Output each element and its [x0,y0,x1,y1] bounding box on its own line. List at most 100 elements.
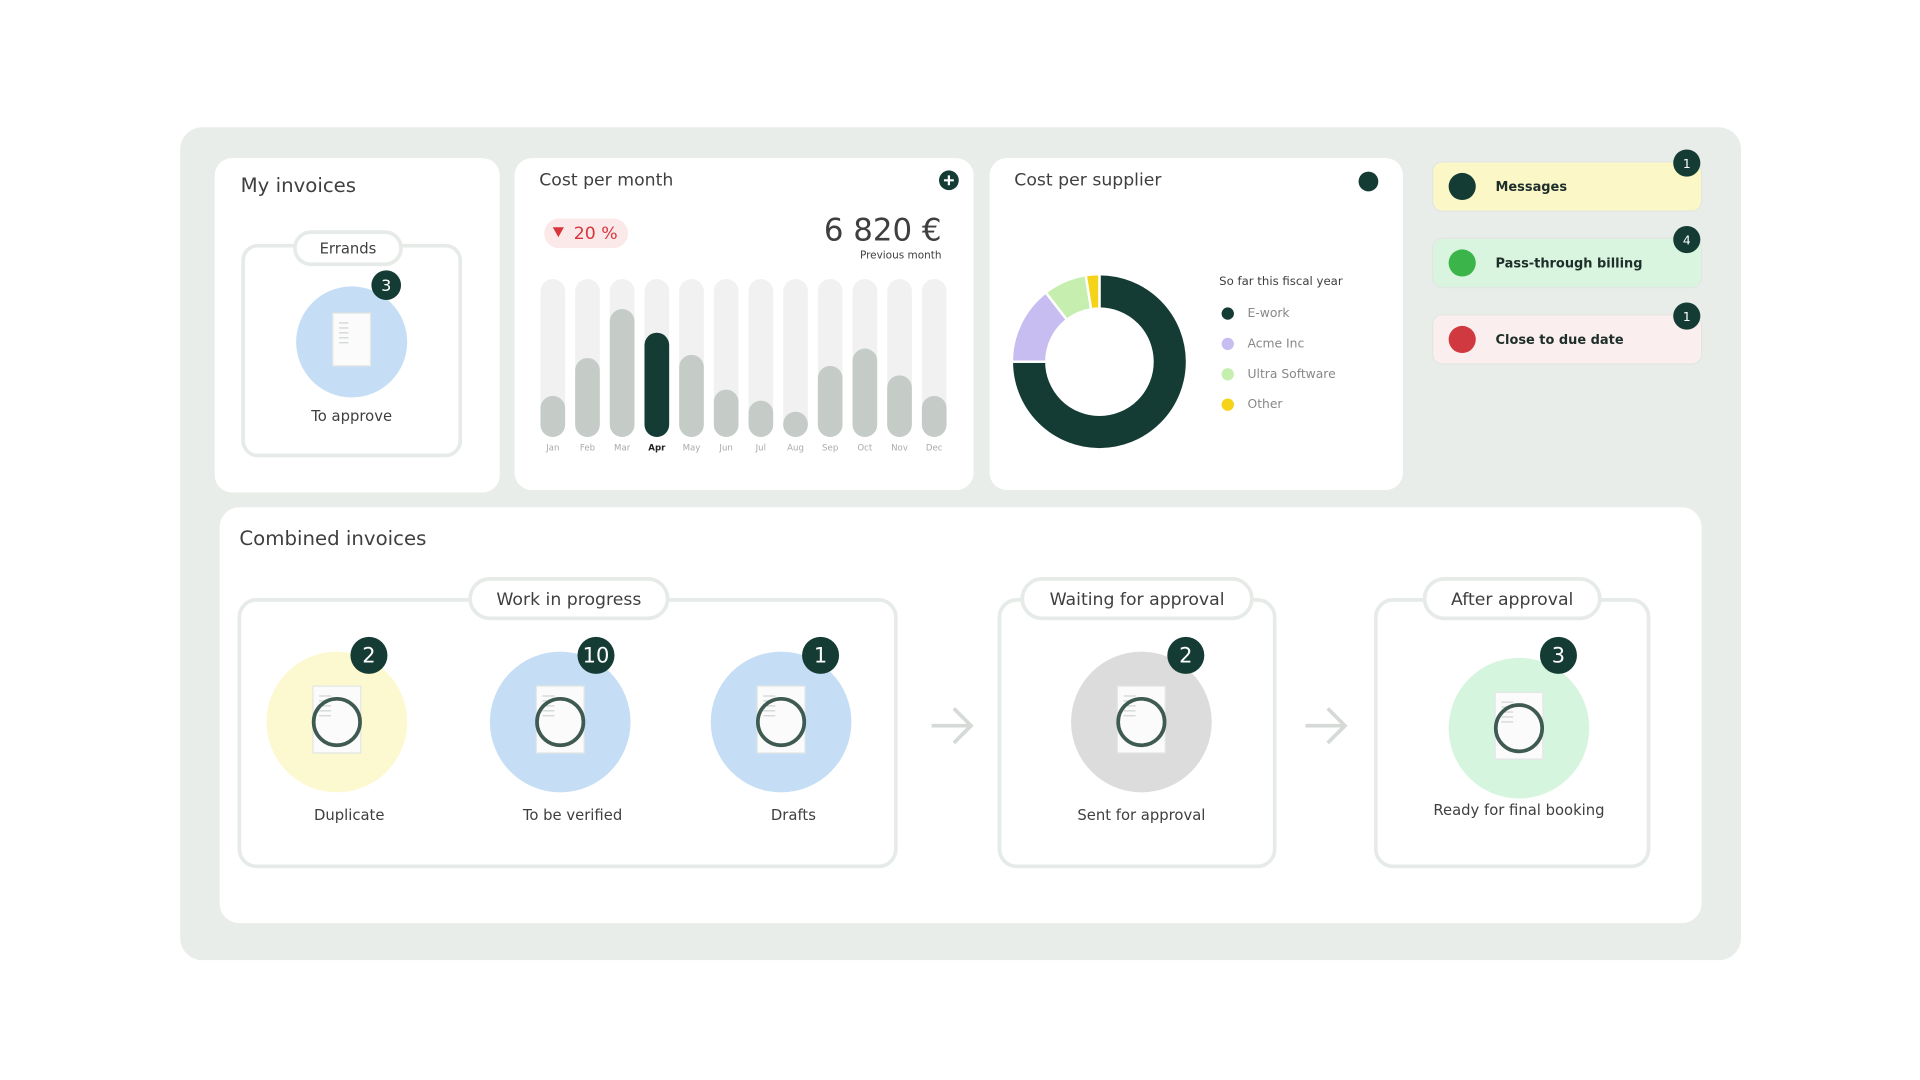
status-label: Drafts [771,807,816,824]
legend-title: So far this fiscal year [1219,274,1343,288]
status-icon [311,696,362,748]
bar [713,389,739,437]
bar [783,411,808,437]
notification-icon [1448,249,1476,277]
notification[interactable]: Messages [1431,161,1703,212]
pill-label: Work in progress [496,590,641,610]
donut-slice [1010,272,1189,451]
bar [540,395,566,437]
menu-button[interactable] [1358,171,1379,192]
status-icon [535,696,586,748]
badge [1673,302,1701,330]
status-label: To approve [310,408,392,425]
notification-label: Close to due date [1496,333,1624,348]
badge [1167,636,1205,674]
x-tick-label: Dec [926,444,943,454]
legend-label: Other [1248,397,1284,411]
pill [1020,577,1254,621]
legend-swatch [1221,307,1234,320]
badge-count: 3 [1552,644,1565,668]
badge-count: 1 [1683,310,1691,324]
notification[interactable]: Pass-through billing [1431,237,1703,289]
badge-count: 1 [814,644,827,668]
card-title: Cost per supplier [1014,170,1162,190]
x-tick-label: Jan [545,444,559,454]
pill-label: Errands [320,240,377,257]
badge-count: 10 [583,644,610,668]
card-title: Combined invoices [239,527,426,550]
bar-track [921,279,947,437]
badge [350,636,388,674]
bar [817,365,843,437]
x-tick-label: Sep [822,444,838,454]
bar-track [748,279,774,437]
notification-icon [1448,325,1476,354]
x-tick-label: May [683,444,701,454]
legend-label: Acme Inc [1248,336,1305,350]
pill [468,577,670,621]
notification-card [1431,161,1703,212]
x-tick-label: Aug [787,444,804,454]
badge [371,270,402,300]
badge-count: 2 [1179,644,1192,668]
badge-count: 3 [381,276,391,295]
x-tick-label: Jul [755,444,766,454]
bar-track [783,279,808,437]
status-icon [1116,696,1167,748]
badge [577,636,615,674]
badge-count: 2 [362,644,375,668]
bar [921,395,947,437]
status-icon [756,696,807,748]
status-label: To be verified [522,807,622,824]
total-caption: Previous month [860,250,942,262]
change-label: 20 % [574,224,618,244]
badge [1673,149,1701,177]
add-button[interactable] [939,170,959,191]
bar [748,400,774,437]
bar [575,357,600,437]
pill-label: After approval [1451,590,1573,610]
bar [679,354,704,437]
legend-swatch [1221,398,1234,411]
pill [293,230,403,267]
notification-card [1431,237,1703,289]
status-label: Duplicate [314,807,385,824]
invoice-icon [332,312,372,367]
badge [1673,225,1701,254]
pill-label: Waiting for approval [1050,590,1225,610]
x-tick-label: Oct [857,444,873,454]
bar [887,375,912,437]
notification-label: Messages [1496,180,1568,195]
change-pill [544,218,629,249]
bar [644,332,670,437]
notification-icon [1448,172,1476,201]
legend-swatch [1221,337,1234,351]
card-title: My invoices [241,174,356,197]
status-label: Ready for final booking [1433,802,1604,819]
down-arrow [552,227,564,238]
bar [609,309,635,437]
legend-swatch [1221,368,1234,381]
card-title: Cost per month [539,170,673,190]
legend-label: E-work [1248,306,1291,320]
x-tick-label: Mar [614,444,631,454]
badge [1539,636,1577,674]
badge [802,636,840,674]
badge-count: 1 [1683,157,1691,171]
flow-arrow [1305,707,1348,745]
pill [1422,577,1602,621]
flow-arrow [931,707,974,745]
x-tick-label: Apr [648,444,666,454]
notification[interactable]: Close to due date [1431,314,1703,365]
x-tick-label: Jun [718,444,732,454]
donut-slice [1084,272,1101,311]
bar [852,348,878,437]
total: 6 820 € [824,213,942,249]
legend-label: Ultra Software [1248,367,1336,381]
status-label: Sent for approval [1077,807,1205,824]
notification-label: Pass-through billing [1496,257,1643,272]
x-tick-label: Feb [580,444,595,454]
card [989,158,1403,491]
